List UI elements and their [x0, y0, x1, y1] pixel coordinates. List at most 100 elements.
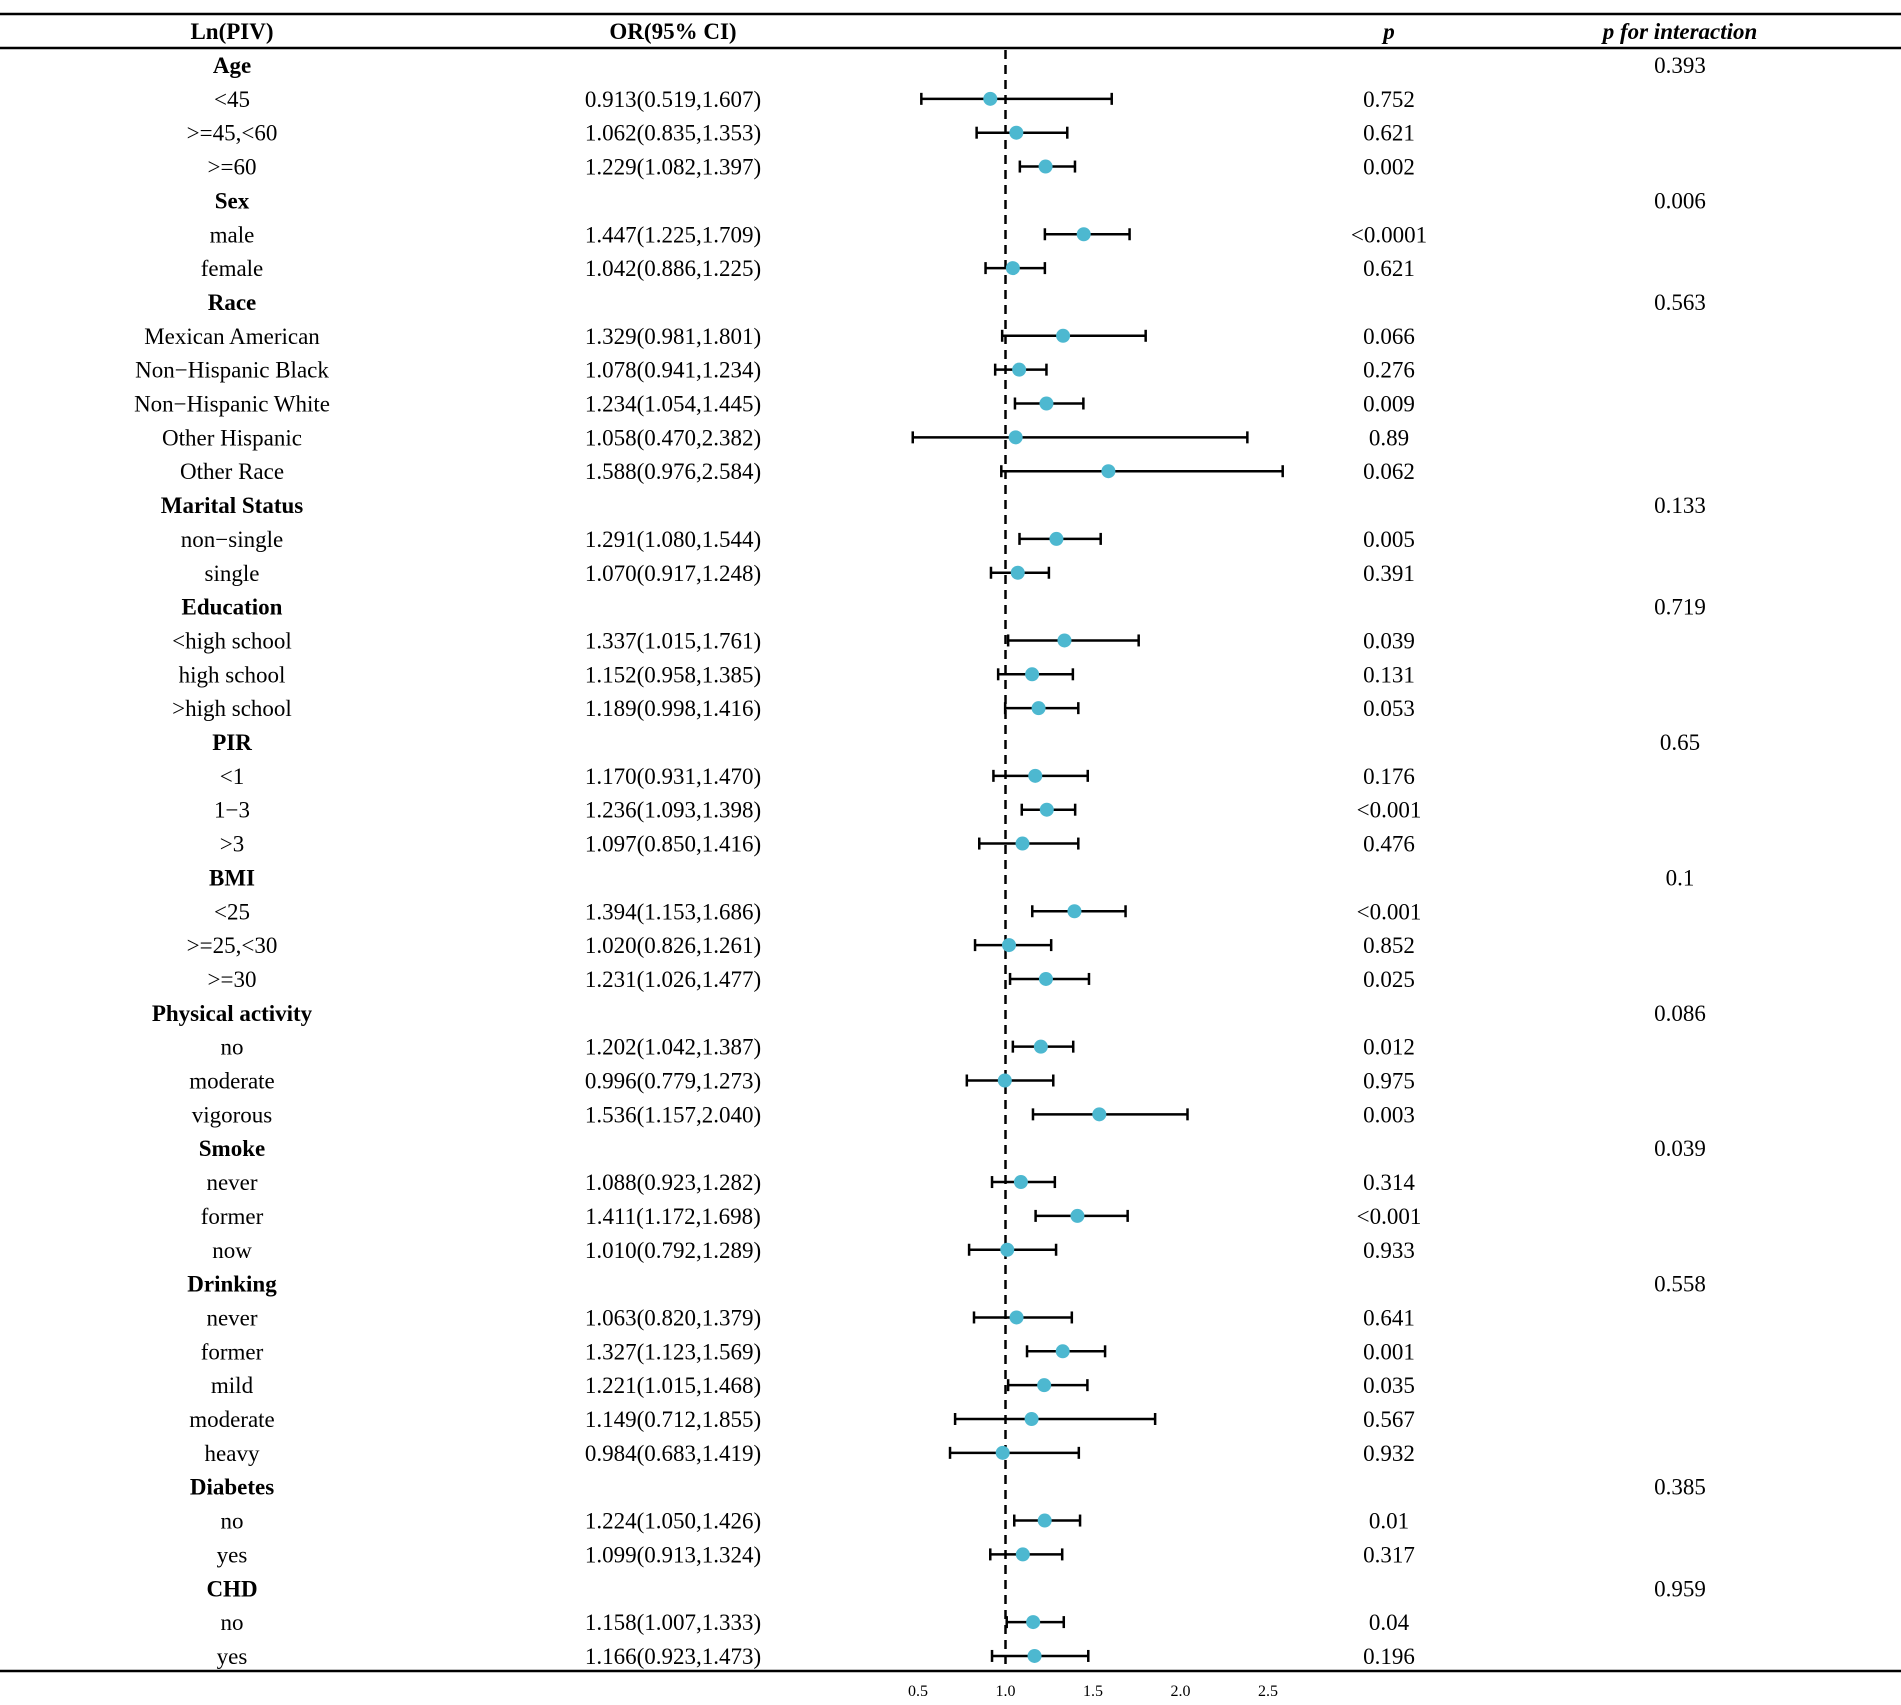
subgroup-label: female [201, 256, 264, 281]
subgroup-label: male [210, 222, 255, 247]
or-point [1025, 667, 1040, 682]
p-value: 0.476 [1363, 832, 1415, 857]
subgroup-label: now [212, 1238, 252, 1263]
subgroup-label: >=25,<30 [187, 933, 278, 958]
p-value: 0.025 [1363, 967, 1415, 992]
or-ci-value: 1.224(1.050,1.426) [585, 1509, 761, 1534]
subgroup-label: 1−3 [214, 798, 250, 823]
rows-layer: Age 0.393 <45 0.913(0.519,1.607) 0.752 >=45,<… [134, 53, 1706, 1669]
p-value: 0.066 [1363, 324, 1415, 349]
p-value: 0.002 [1363, 155, 1415, 180]
p-value: 0.932 [1363, 1441, 1415, 1466]
or-point [1015, 836, 1030, 851]
subgroup-label: mild [211, 1373, 254, 1398]
p-interaction-value: 0.393 [1654, 53, 1706, 78]
p-interaction-value: 0.006 [1654, 188, 1706, 213]
or-ci-value: 1.158(1.007,1.333) [585, 1610, 761, 1635]
or-point [1005, 261, 1020, 276]
subgroup-label: >=60 [208, 155, 257, 180]
p-value: 0.04 [1369, 1610, 1410, 1635]
subgroup-label: >=30 [208, 967, 257, 992]
p-value: 0.391 [1363, 561, 1415, 586]
or-ci-value: 1.337(1.015,1.761) [585, 628, 761, 653]
or-point [1013, 1175, 1028, 1190]
p-value: 0.053 [1363, 696, 1415, 721]
or-point [1101, 464, 1116, 479]
p-value: 0.001 [1363, 1339, 1415, 1364]
or-ci-value: 1.170(0.931,1.470) [585, 764, 761, 789]
or-point [1038, 971, 1053, 986]
p-value: <0.001 [1357, 1204, 1422, 1229]
or-point [1049, 531, 1064, 546]
subgroup-label: no [221, 1509, 244, 1534]
or-ci-value: 1.291(1.080,1.544) [585, 527, 761, 552]
subgroup-label: >high school [172, 696, 292, 721]
subgroup-label: <25 [214, 899, 250, 924]
or-ci-value: 1.152(0.958,1.385) [585, 662, 761, 687]
subgroup-label: never [206, 1305, 257, 1330]
or-point [1000, 1242, 1015, 1257]
header-p-interaction-text: p for interaction [1601, 19, 1758, 44]
or-point [995, 1445, 1010, 1460]
group-label: Smoke [199, 1136, 265, 1161]
or-ci-value: 1.329(0.981,1.801) [585, 324, 761, 349]
p-value: <0.001 [1357, 798, 1422, 823]
or-point [1008, 430, 1023, 445]
or-ci-value: 0.913(0.519,1.607) [585, 87, 761, 112]
or-point [1009, 1310, 1024, 1325]
subgroup-label: Mexican American [144, 324, 320, 349]
p-interaction-value: 0.558 [1654, 1272, 1706, 1297]
subgroup-label: <high school [172, 628, 292, 653]
or-point [1092, 1107, 1107, 1122]
p-value: <0.001 [1357, 899, 1422, 924]
subgroup-label: <45 [214, 87, 250, 112]
or-ci-value: 1.042(0.886,1.225) [585, 256, 761, 281]
p-value: 0.314 [1363, 1170, 1415, 1195]
subgroup-label: >3 [220, 832, 244, 857]
subgroup-label: moderate [189, 1407, 275, 1432]
x-tick-label: 1.5 [1083, 1683, 1103, 1700]
p-interaction-value: 0.563 [1654, 290, 1706, 315]
subgroup-label: vigorous [192, 1102, 273, 1127]
header-p: p [1381, 19, 1395, 44]
p-value: 0.621 [1363, 121, 1415, 146]
subgroup-label: former [201, 1204, 264, 1229]
group-label: Physical activity [152, 1001, 313, 1026]
or-ci-value: 1.020(0.826,1.261) [585, 933, 761, 958]
or-point [1038, 159, 1053, 174]
or-point [1076, 227, 1091, 242]
p-value: 0.567 [1363, 1407, 1415, 1432]
p-value: 0.621 [1363, 256, 1415, 281]
or-point [1067, 904, 1082, 919]
p-value: 0.131 [1363, 662, 1415, 687]
or-ci-value: 1.231(1.026,1.477) [585, 967, 761, 992]
header-p-interaction: p for interaction [1601, 19, 1758, 44]
or-ci-value: 1.058(0.470,2.382) [585, 425, 761, 450]
group-label: Race [208, 290, 257, 315]
subgroup-label: non−single [181, 527, 283, 552]
subgroup-label: no [221, 1035, 244, 1060]
or-ci-value: 1.327(1.123,1.569) [585, 1339, 761, 1364]
p-interaction-value: 0.385 [1654, 1475, 1706, 1500]
or-ci-value: 1.088(0.923,1.282) [585, 1170, 761, 1195]
or-point [1028, 768, 1043, 783]
x-tick-label: 2.5 [1258, 1683, 1278, 1700]
or-ci-value: 1.236(1.093,1.398) [585, 798, 761, 823]
p-value: 0.003 [1363, 1102, 1415, 1127]
header-or-ci: OR(95% CI) [609, 19, 736, 44]
group-label: PIR [212, 730, 252, 755]
p-interaction-value: 0.039 [1654, 1136, 1706, 1161]
or-point [1039, 396, 1054, 411]
or-point [1015, 1547, 1030, 1562]
group-label: Age [213, 53, 251, 78]
or-point [1026, 1615, 1041, 1630]
or-ci-value: 1.536(1.157,2.040) [585, 1102, 761, 1127]
group-label: BMI [209, 865, 255, 890]
or-ci-value: 1.149(0.712,1.855) [585, 1407, 761, 1432]
p-interaction-value: 0.086 [1654, 1001, 1706, 1026]
or-point [1056, 328, 1071, 343]
subgroup-label: no [221, 1610, 244, 1635]
or-ci-value: 1.447(1.225,1.709) [585, 222, 761, 247]
or-point [1037, 1513, 1052, 1528]
